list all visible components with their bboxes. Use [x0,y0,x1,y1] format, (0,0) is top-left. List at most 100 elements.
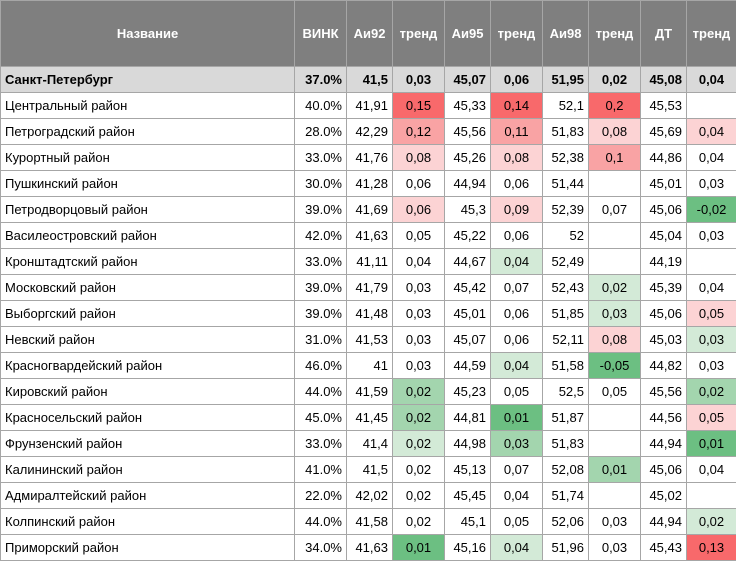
district-name-cell[interactable]: Кировский район [0,378,295,405]
ai98-price-cell[interactable]: 51,58 [542,352,589,379]
ai92-price-cell[interactable]: 41,28 [346,170,393,197]
dt-trend-cell[interactable] [686,482,736,509]
dt-trend-cell[interactable]: -0,02 [686,196,736,223]
dt-price-cell[interactable]: 44,94 [640,508,687,535]
ai98-trend-cell[interactable]: 0,07 [588,196,641,223]
ai95-trend-cell[interactable]: 0,06 [490,300,543,327]
dt-trend-cell[interactable] [686,248,736,275]
district-name-cell[interactable]: Выборгский район [0,300,295,327]
ai95-trend-cell[interactable]: 0,11 [490,118,543,145]
ai95-trend-cell[interactable]: 0,07 [490,456,543,483]
header-trend-ai92[interactable]: тренд [392,0,445,67]
ai95-price-cell[interactable]: 45,07 [444,66,491,93]
ai92-price-cell[interactable]: 41,53 [346,326,393,353]
ai98-trend-cell[interactable]: 0,08 [588,118,641,145]
dt-price-cell[interactable]: 45,39 [640,274,687,301]
header-trend-ai95[interactable]: тренд [490,0,543,67]
header-ai92[interactable]: Аи92 [346,0,393,67]
ai98-price-cell[interactable]: 51,85 [542,300,589,327]
total-row[interactable]: Санкт-Петербург 37.0% 41,5 0,03 45,07 0,06 51,… [0,66,736,93]
dt-price-cell[interactable]: 44,19 [640,248,687,275]
dt-trend-cell[interactable]: 0,03 [686,352,736,379]
dt-price-cell[interactable]: 44,94 [640,430,687,457]
ai98-trend-cell[interactable] [588,170,641,197]
ai92-price-cell[interactable]: 41,63 [346,534,393,561]
ai92-trend-cell[interactable]: 0,15 [392,92,445,119]
ai95-trend-cell[interactable]: 0,01 [490,404,543,431]
ai92-trend-cell[interactable]: 0,02 [392,404,445,431]
ai98-price-cell[interactable]: 52,39 [542,196,589,223]
ai98-trend-cell[interactable] [588,404,641,431]
dt-price-cell[interactable]: 45,03 [640,326,687,353]
ai98-price-cell[interactable]: 52,1 [542,92,589,119]
dt-trend-cell[interactable]: 0,03 [686,222,736,249]
ai95-price-cell[interactable]: 44,67 [444,248,491,275]
table-row[interactable]: Фрунзенский район 33.0% 41,4 0,02 44,98 0,03 5… [0,430,736,457]
dt-trend-cell[interactable]: 0,04 [686,274,736,301]
vink-share-cell[interactable]: 40.0% [294,92,347,119]
district-name-cell[interactable]: Приморский район [0,534,295,561]
vink-share-cell[interactable]: 39.0% [294,274,347,301]
dt-price-cell[interactable]: 45,08 [640,66,687,93]
ai95-price-cell[interactable]: 45,13 [444,456,491,483]
ai92-trend-cell[interactable]: 0,03 [392,66,445,93]
ai92-price-cell[interactable]: 41 [346,352,393,379]
ai98-price-cell[interactable]: 52,06 [542,508,589,535]
dt-trend-cell[interactable]: 0,01 [686,430,736,457]
table-row[interactable]: Колпинский район 44.0% 41,58 0,02 45,1 0,05 52… [0,508,736,535]
ai98-trend-cell[interactable]: 0,08 [588,326,641,353]
ai92-price-cell[interactable]: 41,58 [346,508,393,535]
ai92-trend-cell[interactable]: 0,02 [392,508,445,535]
vink-share-cell[interactable]: 42.0% [294,222,347,249]
ai95-trend-cell[interactable]: 0,06 [490,66,543,93]
ai95-trend-cell[interactable]: 0,04 [490,534,543,561]
ai95-price-cell[interactable]: 45,16 [444,534,491,561]
table-row[interactable]: Калининский район 41.0% 41,5 0,02 45,13 0,07 5… [0,456,736,483]
dt-trend-cell[interactable]: 0,05 [686,404,736,431]
district-name-cell[interactable]: Петроградский район [0,118,295,145]
district-name-cell[interactable]: Калининский район [0,456,295,483]
ai92-price-cell[interactable]: 42,02 [346,482,393,509]
ai98-trend-cell[interactable]: 0,03 [588,534,641,561]
header-ai98[interactable]: Аи98 [542,0,589,67]
ai98-trend-cell[interactable] [588,248,641,275]
vink-share-cell[interactable]: 44.0% [294,508,347,535]
dt-trend-cell[interactable]: 0,04 [686,456,736,483]
dt-price-cell[interactable]: 44,82 [640,352,687,379]
ai95-trend-cell[interactable]: 0,06 [490,222,543,249]
district-name-cell[interactable]: Санкт-Петербург [0,66,295,93]
header-trend-ai98[interactable]: тренд [588,0,641,67]
header-vink[interactable]: ВИНК [294,0,347,67]
ai95-trend-cell[interactable]: 0,04 [490,248,543,275]
ai98-trend-cell[interactable]: 0,03 [588,300,641,327]
dt-trend-cell[interactable] [686,92,736,119]
ai92-trend-cell[interactable]: 0,03 [392,352,445,379]
ai95-trend-cell[interactable]: 0,14 [490,92,543,119]
table-row[interactable]: Московский район 39.0% 41,79 0,03 45,42 0,07 5… [0,274,736,301]
table-row[interactable]: Выборгский район 39.0% 41,48 0,03 45,01 0,06 5… [0,300,736,327]
ai95-trend-cell[interactable]: 0,08 [490,144,543,171]
ai92-price-cell[interactable]: 41,63 [346,222,393,249]
district-name-cell[interactable]: Невский район [0,326,295,353]
ai92-trend-cell[interactable]: 0,02 [392,456,445,483]
dt-price-cell[interactable]: 44,86 [640,144,687,171]
ai95-price-cell[interactable]: 45,22 [444,222,491,249]
ai95-price-cell[interactable]: 44,81 [444,404,491,431]
ai92-trend-cell[interactable]: 0,06 [392,170,445,197]
table-row[interactable]: Кировский район 44.0% 41,59 0,02 45,23 0,05 52… [0,378,736,405]
dt-trend-cell[interactable]: 0,05 [686,300,736,327]
district-name-cell[interactable]: Московский район [0,274,295,301]
ai98-price-cell[interactable]: 51,96 [542,534,589,561]
ai95-price-cell[interactable]: 45,26 [444,144,491,171]
ai95-price-cell[interactable]: 44,94 [444,170,491,197]
table-row[interactable]: Красногвардейский район 46.0% 41 0,03 44,59 0… [0,352,736,379]
ai95-trend-cell[interactable]: 0,05 [490,378,543,405]
ai98-trend-cell[interactable]: -0,05 [588,352,641,379]
ai98-trend-cell[interactable] [588,482,641,509]
table-row[interactable]: Адмиралтейский район 22.0% 42,02 0,02 45,45 0… [0,482,736,509]
ai92-trend-cell[interactable]: 0,12 [392,118,445,145]
ai95-trend-cell[interactable]: 0,06 [490,170,543,197]
ai98-price-cell[interactable]: 51,95 [542,66,589,93]
ai98-trend-cell[interactable]: 0,02 [588,66,641,93]
table-row[interactable]: Петроградский район 28.0% 42,29 0,12 45,56 0,… [0,118,736,145]
